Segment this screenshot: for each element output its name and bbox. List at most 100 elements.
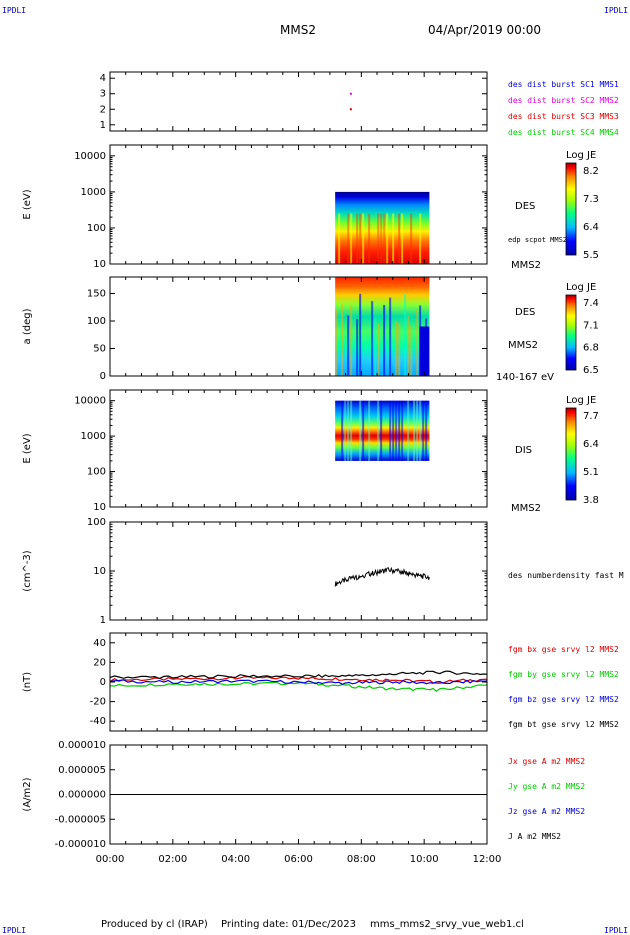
- des-pitch-y-tick-label-4: 150: [87, 289, 106, 300]
- burst-point-1: [349, 92, 352, 95]
- des-energy-y-axis: 10 100 1000 10000: [74, 144, 487, 270]
- dis-energy-instrument-label: DIS: [515, 445, 532, 456]
- des-pitch-colorbar-title: Log JE: [566, 282, 596, 293]
- current-y-tick-label-5: 0.000010: [58, 740, 106, 751]
- burst-legend-2: des dist burst SC2 MMS2: [508, 96, 619, 105]
- des-energy-colorbar-tick-1: 8.2: [583, 166, 599, 177]
- des-energy-annotation-bottom: MMS2: [511, 260, 541, 271]
- burst-y-tick-label-2: 2: [100, 104, 106, 115]
- des-energy-y-tick-label-3: 1000: [81, 187, 106, 198]
- des-pitch-y-axis: 0 50 100 150: [87, 289, 487, 382]
- current-y-tick-label-2: -0.000005: [55, 814, 106, 825]
- des-energy-spectrogram: [335, 191, 430, 264]
- des-pitch-annotation-mid: MMS2: [508, 340, 538, 351]
- corner-label-top-left: IPDLI: [2, 6, 27, 15]
- field-y-axis-label: (nT): [22, 672, 33, 692]
- footer-filename: mms_mms2_srvy_vue_web1.cl: [370, 919, 524, 930]
- x-tick-label-4: 06:00: [284, 854, 313, 865]
- des-energy-instrument-label: DES: [515, 201, 535, 212]
- des-pitch-y-axis-label: a (deg): [22, 308, 33, 344]
- burst-legend-4: des dist burst SC4 MMS4: [508, 128, 619, 137]
- current-legend-1: Jx gse A m2 MMS2: [508, 757, 585, 766]
- burst-legend-1: des dist burst SC1 MMS1: [508, 80, 619, 89]
- field-legend-2: fgm by gse srvy l2 MMS2: [508, 670, 619, 679]
- spacecraft-title: MMS2: [280, 23, 316, 37]
- dis-energy-colorbar-tick-4: 3.8: [583, 495, 599, 506]
- x-tick-label-6: 10:00: [410, 854, 439, 865]
- field-legend-4: fgm bt gse srvy l2 MMS2: [508, 720, 619, 729]
- field-series-3: [109, 679, 488, 685]
- des-pitch-spectrogram-texture: [335, 293, 428, 376]
- burst-y-tick-label-1: 1: [100, 120, 106, 131]
- dis-energy-y-tick-label-4: 10000: [74, 396, 106, 407]
- des-pitch-x-ticks: [109, 277, 488, 376]
- density-y-axis-label: (cm^-3): [22, 550, 33, 591]
- density-legend: des numberdensity fast M: [508, 571, 624, 580]
- dis-energy-y-axis: 10 100 1000 10000: [74, 389, 487, 513]
- des-energy-y-axis-label: E (eV): [22, 189, 33, 219]
- x-tick-label-7: 12:00: [473, 854, 502, 865]
- density-y-axis: 1 10 100: [87, 517, 487, 626]
- burst-y-axis: 1 2 3 4: [100, 73, 487, 131]
- des-energy-colorbar-title: Log JE: [566, 150, 596, 161]
- field-y-axis: -40 -20 0 20 40: [90, 638, 487, 727]
- dis-energy-y-tick-label-3: 1000: [81, 431, 106, 442]
- field-y-tick-label-2: -20: [90, 697, 106, 708]
- corner-label-top-right: IPDLI: [604, 6, 629, 15]
- des-pitch-y-tick-label-1: 0: [100, 371, 106, 382]
- des-energy-y-tick-label-4: 10000: [74, 151, 106, 162]
- current-legend-3: Jz gse A m2 MMS2: [508, 807, 585, 816]
- current-x-ticks: [109, 745, 488, 844]
- multi-panel-plot: 1 2 3 4 des dist burst SC1 MMS1 des dist burs…: [22, 71, 624, 865]
- dis-energy-spectrogram: [335, 400, 430, 461]
- x-tick-label-1: 00:00: [96, 854, 125, 865]
- field-y-tick-label-5: 40: [93, 638, 106, 649]
- x-tick-label-3: 04:00: [221, 854, 250, 865]
- density-frame: [109, 521, 488, 621]
- field-legend-3: fgm bz gse srvy l2 MMS2: [508, 695, 619, 704]
- burst-frame: [109, 71, 488, 132]
- des-energy-y-tick-label-2: 100: [87, 223, 106, 234]
- field-y-tick-label-1: -40: [90, 716, 106, 727]
- current-legend-4: J A m2 MMS2: [508, 832, 561, 841]
- burst-y-tick-label-3: 3: [100, 89, 106, 100]
- dis-energy-x-ticks: [109, 390, 488, 507]
- burst-point-2: [349, 108, 352, 111]
- field-x-ticks: [109, 633, 488, 731]
- corner-label-bottom-left: IPDLI: [2, 926, 27, 935]
- des-pitch-colorbar-tick-3: 6.8: [583, 343, 599, 354]
- current-legend-2: Jy gse A m2 MMS2: [508, 782, 585, 791]
- current-y-axis: -0.000010 -0.000005 0.000000 0.000005 0.0000…: [55, 740, 487, 850]
- des-pitch-colorbar-tick-1: 7.4: [583, 298, 599, 309]
- des-energy-frame: [109, 144, 488, 265]
- des-pitch-frame: [109, 276, 488, 377]
- des-pitch-annotation-bottom: 140-167 eV: [496, 372, 554, 383]
- field-series-1: [109, 676, 488, 684]
- density-y-tick-label-3: 100: [87, 517, 106, 528]
- des-energy-x-ticks: [109, 145, 488, 264]
- dis-energy-y-tick-label-1: 10: [93, 502, 106, 513]
- current-y-tick-label-4: 0.000005: [58, 765, 106, 776]
- des-pitch-y-tick-label-3: 100: [87, 316, 106, 327]
- corner-label-bottom-right: IPDLI: [604, 926, 629, 935]
- footer-printing-date: Printing date: 01/Dec/2023: [221, 919, 357, 930]
- x-tick-label-5: 08:00: [347, 854, 376, 865]
- field-series-4: [109, 670, 488, 680]
- density-series-1: [334, 566, 430, 587]
- dis-energy-colorbar-tick-1: 7.7: [583, 411, 599, 422]
- dis-energy-colorbar-tick-2: 6.4: [583, 439, 599, 450]
- dis-energy-colorbar-tick-3: 5.1: [583, 467, 599, 478]
- current-y-tick-label-3: 0.000000: [58, 790, 106, 801]
- dis-energy-frame: [109, 389, 488, 508]
- des-energy-colorbar-tick-4: 5.5: [583, 250, 599, 261]
- datetime-title: 04/Apr/2019 00:00: [428, 23, 542, 37]
- dis-energy-y-axis-label: E (eV): [22, 433, 33, 463]
- des-energy-colorbar-tick-2: 7.3: [583, 194, 599, 205]
- des-energy-colorbar-tick-3: 6.4: [583, 222, 599, 233]
- des-energy-y-tick-label-1: 10: [93, 259, 106, 270]
- burst-legend-3: des dist burst SC3 MMS3: [508, 112, 619, 121]
- dis-energy-spectrogram-texture: [341, 400, 428, 461]
- des-pitch-colorbar: [565, 294, 577, 371]
- current-y-axis-label: (A/m2): [22, 777, 33, 811]
- density-y-tick-label-1: 1: [100, 615, 106, 626]
